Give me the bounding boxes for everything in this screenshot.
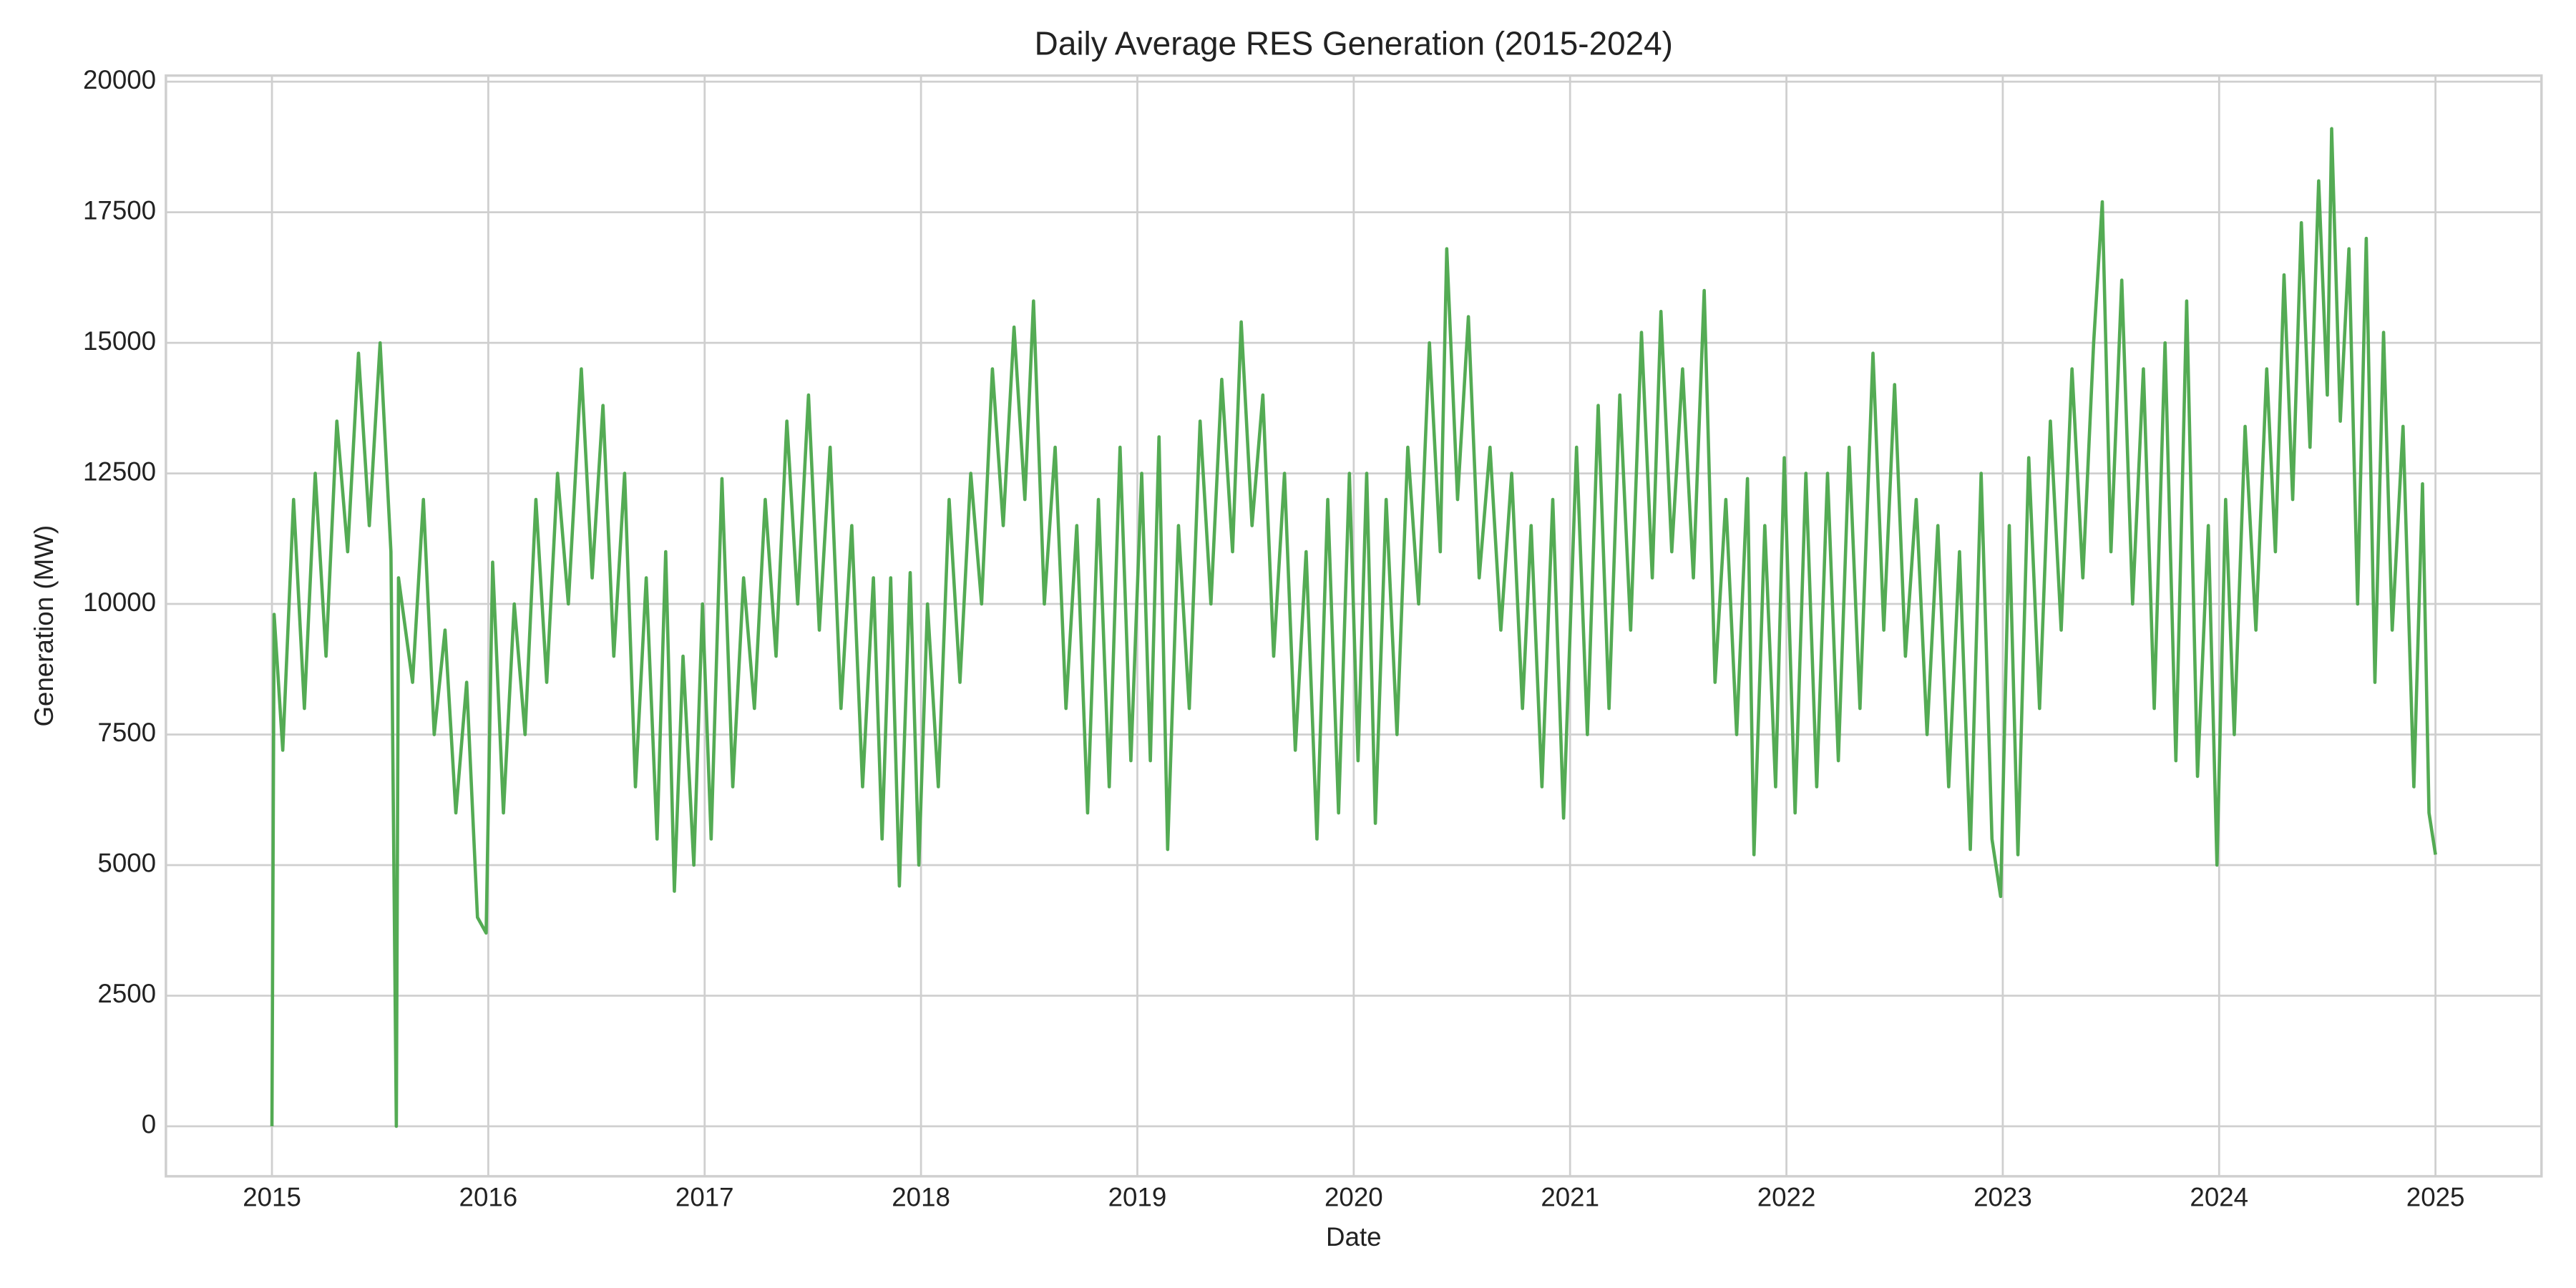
y-tick-label: 17500 — [83, 195, 156, 225]
x-axis-label: Date — [1326, 1222, 1382, 1252]
x-tick-label: 2016 — [459, 1183, 518, 1212]
x-tick-label: 2018 — [892, 1183, 950, 1212]
x-tick-label: 2019 — [1108, 1183, 1167, 1212]
y-tick-label: 7500 — [97, 718, 156, 747]
x-tick-label: 2025 — [2406, 1183, 2465, 1212]
y-tick-label: 0 — [142, 1110, 156, 1139]
y-tick-label: 2500 — [97, 979, 156, 1008]
data-line — [270, 127, 2437, 1128]
x-tick-label: 2021 — [1541, 1183, 1599, 1212]
x-tick-label: 2015 — [243, 1183, 301, 1212]
chart-title: Daily Average RES Generation (2015-2024) — [1035, 24, 1673, 62]
plot-frame — [165, 74, 2543, 1178]
y-tick-label: 15000 — [83, 326, 156, 356]
x-tick-label: 2020 — [1324, 1183, 1383, 1212]
x-tick-label: 2024 — [2190, 1183, 2248, 1212]
x-tick-label: 2022 — [1757, 1183, 1816, 1212]
y-tick-label: 5000 — [97, 849, 156, 878]
y-tick-label: 20000 — [83, 65, 156, 94]
y-tick-label: 10000 — [83, 587, 156, 617]
x-tick-label: 2023 — [1974, 1183, 2032, 1212]
y-tick-label: 12500 — [83, 457, 156, 486]
x-tick-label: 2017 — [675, 1183, 734, 1212]
y-axis-label: Generation (MW) — [29, 525, 59, 727]
